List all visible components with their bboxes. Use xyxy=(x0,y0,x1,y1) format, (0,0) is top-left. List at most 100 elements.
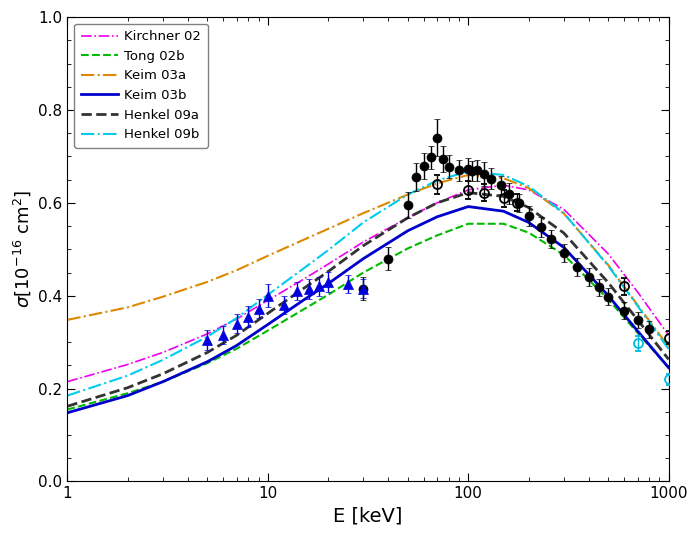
Henkel 09a xyxy=(63,403,71,410)
Henkel 09b xyxy=(464,168,473,175)
Tong 02b xyxy=(299,307,308,313)
Henkel 09a xyxy=(404,214,412,221)
Henkel 09b xyxy=(665,346,673,352)
Keim 03b xyxy=(433,214,441,220)
Kirchner 02 xyxy=(324,261,332,267)
Henkel 09a xyxy=(560,230,568,236)
Keim 03b xyxy=(203,358,212,365)
Line: Keim 03a: Keim 03a xyxy=(67,175,669,347)
Keim 03a xyxy=(464,172,473,178)
Henkel 09a xyxy=(359,242,368,249)
Tong 02b xyxy=(499,221,507,227)
Keim 03b xyxy=(499,208,507,214)
Keim 03a xyxy=(359,210,368,216)
Keim 03a xyxy=(665,344,673,350)
Kirchner 02 xyxy=(433,200,441,206)
Keim 03b xyxy=(524,219,533,226)
Tong 02b xyxy=(359,269,368,275)
Henkel 09a xyxy=(499,193,507,200)
Henkel 09b xyxy=(604,263,612,269)
Henkel 09b xyxy=(299,266,308,272)
Tong 02b xyxy=(524,229,533,236)
Keim 03a xyxy=(633,302,642,308)
Keim 03a xyxy=(404,191,412,198)
Keim 03a xyxy=(299,237,308,243)
Keim 03a xyxy=(264,252,272,259)
Henkel 09b xyxy=(499,172,507,178)
Kirchner 02 xyxy=(560,206,568,213)
Henkel 09a xyxy=(433,200,441,206)
Tong 02b xyxy=(433,232,441,238)
Kirchner 02 xyxy=(63,379,71,385)
Henkel 09b xyxy=(324,247,332,253)
Keim 03a xyxy=(499,175,507,182)
Keim 03a xyxy=(604,262,612,268)
Henkel 09a xyxy=(604,279,612,286)
Line: Kirchner 02: Kirchner 02 xyxy=(67,185,669,382)
Keim 03a xyxy=(124,304,132,310)
Tong 02b xyxy=(604,296,612,303)
Henkel 09b xyxy=(233,315,241,321)
Keim 03b xyxy=(665,365,673,371)
Henkel 09b xyxy=(560,210,568,216)
X-axis label: E [keV]: E [keV] xyxy=(333,507,403,526)
Keim 03a xyxy=(233,267,241,273)
Henkel 09b xyxy=(404,191,412,198)
Henkel 09a xyxy=(203,349,212,355)
Henkel 09a xyxy=(159,371,167,377)
Kirchner 02 xyxy=(203,331,212,337)
Kirchner 02 xyxy=(524,187,533,193)
Kirchner 02 xyxy=(665,332,673,338)
Henkel 09a xyxy=(264,310,272,317)
Henkel 09b xyxy=(159,357,167,363)
Keim 03b xyxy=(604,293,612,299)
Henkel 09a xyxy=(633,317,642,323)
Keim 03b xyxy=(63,410,71,416)
Henkel 09a xyxy=(464,190,473,196)
Kirchner 02 xyxy=(404,214,412,221)
Tong 02b xyxy=(633,330,642,336)
Keim 03b xyxy=(264,321,272,328)
Line: Keim 03b: Keim 03b xyxy=(67,207,669,413)
Keim 03a xyxy=(203,279,212,285)
Kirchner 02 xyxy=(604,251,612,257)
Y-axis label: $\sigma[10^{-16}\ \mathrm{cm}^2]$: $\sigma[10^{-16}\ \mathrm{cm}^2]$ xyxy=(11,190,33,308)
Keim 03b xyxy=(464,204,473,210)
Kirchner 02 xyxy=(299,276,308,282)
Henkel 09b xyxy=(433,177,441,184)
Keim 03a xyxy=(159,293,167,300)
Henkel 09a xyxy=(124,384,132,391)
Henkel 09b xyxy=(264,292,272,298)
Keim 03b xyxy=(404,228,412,234)
Tong 02b xyxy=(264,328,272,334)
Keim 03b xyxy=(560,244,568,251)
Tong 02b xyxy=(324,292,332,298)
Henkel 09a xyxy=(233,332,241,338)
Henkel 09b xyxy=(124,372,132,379)
Henkel 09a xyxy=(665,356,673,362)
Keim 03b xyxy=(359,256,368,262)
Line: Tong 02b: Tong 02b xyxy=(67,224,669,410)
Keim 03b xyxy=(233,342,241,349)
Keim 03b xyxy=(159,379,167,385)
Legend: Kirchner 02, Tong 02b, Keim 03a, Keim 03b, Henkel 09a, Henkel 09b: Kirchner 02, Tong 02b, Keim 03a, Keim 03… xyxy=(74,24,208,148)
Henkel 09a xyxy=(524,204,533,211)
Henkel 09b xyxy=(63,393,71,399)
Henkel 09b xyxy=(633,303,642,309)
Keim 03a xyxy=(324,226,332,232)
Henkel 09b xyxy=(203,333,212,340)
Henkel 09a xyxy=(324,268,332,275)
Kirchner 02 xyxy=(633,289,642,295)
Keim 03b xyxy=(324,280,332,287)
Kirchner 02 xyxy=(359,238,368,245)
Keim 03b xyxy=(633,328,642,334)
Tong 02b xyxy=(404,245,412,252)
Tong 02b xyxy=(665,365,673,371)
Line: Henkel 09a: Henkel 09a xyxy=(67,193,669,407)
Kirchner 02 xyxy=(159,349,167,355)
Henkel 09a xyxy=(299,286,308,292)
Tong 02b xyxy=(124,390,132,396)
Henkel 09b xyxy=(524,183,533,190)
Keim 03a xyxy=(433,180,441,186)
Kirchner 02 xyxy=(233,316,241,322)
